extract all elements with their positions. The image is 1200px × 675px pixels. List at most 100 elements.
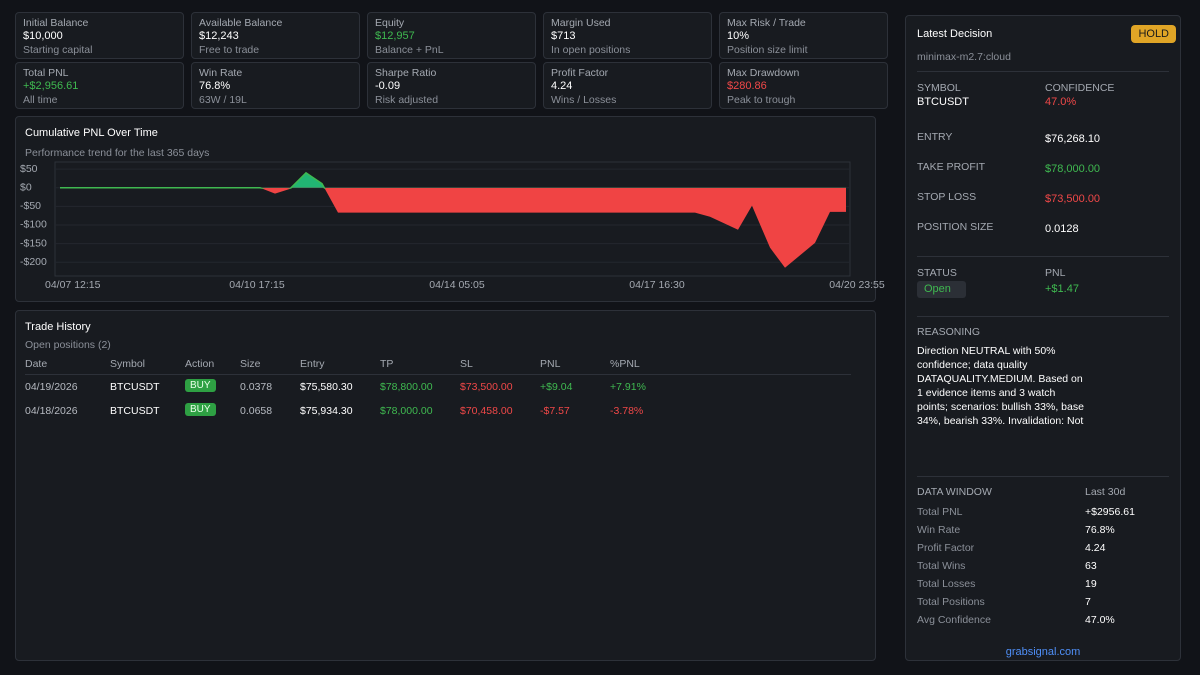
window-key: Total Positions bbox=[917, 596, 985, 608]
window-value: 19 bbox=[1085, 578, 1097, 590]
window-label: DATA WINDOW bbox=[917, 486, 992, 498]
cell: $78,800.00 bbox=[380, 381, 433, 393]
stat-value: $12,243 bbox=[199, 30, 239, 42]
field-label: POSITION SIZE bbox=[917, 221, 994, 233]
stat-card: Initial Balance $10,000 Starting capital bbox=[15, 12, 184, 59]
stat-label: Win Rate bbox=[199, 67, 243, 79]
window-key: Total Losses bbox=[917, 578, 976, 590]
divider bbox=[917, 256, 1169, 257]
stat-value: $713 bbox=[551, 30, 576, 42]
stat-card: Total PNL +$2,956.61 All time bbox=[15, 62, 184, 109]
stat-card: Max Risk / Trade 10% Position size limit bbox=[719, 12, 888, 59]
column-header: Date bbox=[25, 358, 48, 370]
window-value: 7 bbox=[1085, 596, 1091, 608]
cell: -$7.57 bbox=[540, 405, 570, 417]
cell: $75,934.30 bbox=[300, 405, 353, 417]
stat-card: Win Rate 76.8% 63W / 19L bbox=[191, 62, 360, 109]
stat-label: Margin Used bbox=[551, 17, 611, 29]
window-value: +$2956.61 bbox=[1085, 506, 1135, 518]
chart-title: Cumulative PNL Over Time bbox=[25, 127, 158, 139]
window-key: Avg Confidence bbox=[917, 614, 991, 626]
stat-sub: Position size limit bbox=[727, 44, 808, 56]
field-value: +$1.47 bbox=[1045, 283, 1079, 295]
stat-value: $280.86 bbox=[727, 80, 767, 92]
column-header: %PNL bbox=[610, 358, 640, 370]
cell: $78,000.00 bbox=[380, 405, 433, 417]
field-value: $76,268.10 bbox=[1045, 133, 1101, 145]
stat-sub: Peak to trough bbox=[727, 94, 796, 106]
column-header: Action bbox=[185, 358, 215, 370]
stat-sub: Risk adjusted bbox=[375, 94, 439, 106]
field-label: ENTRY bbox=[917, 131, 953, 143]
trade-subtitle: Open positions (2) bbox=[25, 339, 111, 351]
stat-card: Available Balance $12,243 Free to trade bbox=[191, 12, 360, 59]
stat-value: $10,000 bbox=[23, 30, 63, 42]
stat-sub: Wins / Losses bbox=[551, 94, 617, 106]
stat-card: Equity $12,957 Balance + PnL bbox=[367, 12, 536, 59]
stat-label: Total PNL bbox=[23, 67, 69, 79]
field-label: STATUS bbox=[917, 267, 957, 279]
decision-panel: Latest Decision HOLD minimax-m2.7:cloud … bbox=[905, 15, 1181, 661]
footer-link[interactable]: grabsignal.com bbox=[1005, 646, 1081, 658]
chart-subtitle: Performance trend for the last 365 days bbox=[25, 147, 210, 159]
window-value: 47.0% bbox=[1085, 614, 1115, 626]
column-header: Symbol bbox=[110, 358, 146, 370]
window-value: 76.8% bbox=[1085, 524, 1115, 536]
field-label: CONFIDENCE bbox=[1045, 82, 1115, 94]
field-label: STOP LOSS bbox=[917, 191, 977, 203]
stat-card: Sharpe Ratio -0.09 Risk adjusted bbox=[367, 62, 536, 109]
stat-label: Max Drawdown bbox=[727, 67, 800, 79]
cell: +$9.04 bbox=[540, 381, 573, 393]
stat-value: -0.09 bbox=[375, 80, 401, 92]
model-name: minimax-m2.7:cloud bbox=[917, 51, 1011, 63]
window-value: 63 bbox=[1085, 560, 1097, 572]
divider bbox=[917, 316, 1169, 317]
field-value: 0.0128 bbox=[1045, 223, 1079, 235]
status-badge: Open bbox=[917, 281, 966, 298]
stat-value: $12,957 bbox=[375, 30, 415, 42]
stat-sub: Free to trade bbox=[199, 44, 260, 56]
stat-value: +$2,956.61 bbox=[23, 80, 79, 92]
window-value: 4.24 bbox=[1085, 542, 1106, 554]
window-key: Win Rate bbox=[917, 524, 961, 536]
window-key: Profit Factor bbox=[917, 542, 975, 554]
stat-value: 10% bbox=[727, 30, 750, 42]
field-value: 47.0% bbox=[1045, 96, 1077, 108]
stat-sub: Balance + PnL bbox=[375, 44, 444, 56]
stat-card: Margin Used $713 In open positions bbox=[543, 12, 712, 59]
column-header: PNL bbox=[540, 358, 561, 370]
field-label: PNL bbox=[1045, 267, 1066, 279]
cell: BTCUSDT bbox=[110, 381, 160, 393]
stat-value: 76.8% bbox=[199, 80, 231, 92]
divider bbox=[917, 476, 1169, 477]
column-header: Entry bbox=[300, 358, 325, 370]
stat-label: Available Balance bbox=[199, 17, 283, 29]
cell: -3.78% bbox=[610, 405, 644, 417]
stat-label: Max Risk / Trade bbox=[727, 17, 806, 29]
cell: 0.0658 bbox=[240, 405, 273, 417]
cell: $75,580.30 bbox=[300, 381, 353, 393]
stat-card: Max Drawdown $280.86 Peak to trough bbox=[719, 62, 888, 109]
window-key: Total PNL bbox=[917, 506, 963, 518]
stat-value: 4.24 bbox=[551, 80, 573, 92]
cell: 04/19/2026 bbox=[25, 381, 78, 393]
cell: $70,458.00 bbox=[460, 405, 513, 417]
trade-panel: Trade History Open positions (2) Date Sym… bbox=[15, 310, 876, 661]
window-key: Total Wins bbox=[917, 560, 966, 572]
field-value: BTCUSDT bbox=[917, 96, 969, 108]
hold-badge: HOLD bbox=[1131, 25, 1176, 43]
cell: 04/18/2026 bbox=[25, 405, 78, 417]
stat-label: Sharpe Ratio bbox=[375, 67, 437, 79]
field-label: REASONING bbox=[917, 326, 981, 338]
divider bbox=[25, 374, 851, 375]
divider bbox=[917, 71, 1169, 72]
column-header: TP bbox=[380, 358, 394, 370]
column-header: SL bbox=[460, 358, 473, 370]
stat-card: Profit Factor 4.24 Wins / Losses bbox=[543, 62, 712, 109]
reasoning-text: Direction NEUTRAL with 50% confidence; d… bbox=[917, 345, 1084, 427]
stat-label: Initial Balance bbox=[23, 17, 89, 29]
cell: BTCUSDT bbox=[110, 405, 160, 417]
field-value: $73,500.00 bbox=[1045, 193, 1101, 205]
cell: $73,500.00 bbox=[460, 381, 513, 393]
